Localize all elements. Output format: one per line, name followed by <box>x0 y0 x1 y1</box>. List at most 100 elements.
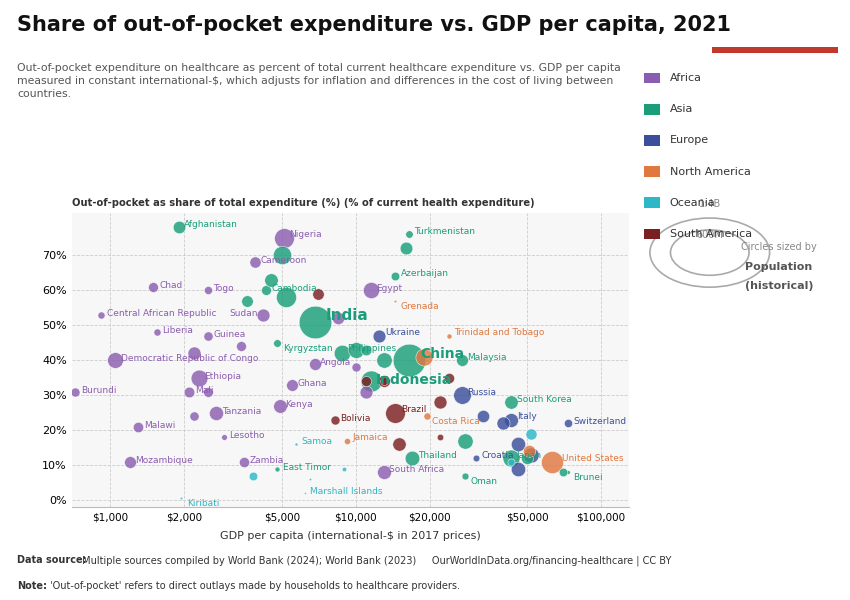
Text: in Data: in Data <box>754 31 796 40</box>
Point <box>372 331 386 340</box>
Text: Burundi: Burundi <box>81 386 116 395</box>
Text: Tanzania: Tanzania <box>222 407 261 416</box>
Text: United States: United States <box>562 454 623 463</box>
Point <box>377 355 390 365</box>
Point <box>377 376 390 386</box>
Text: Samoa: Samoa <box>301 437 332 446</box>
Text: Nigeria: Nigeria <box>290 230 322 239</box>
Point <box>348 344 362 354</box>
Point <box>402 229 416 239</box>
Text: Angola: Angola <box>320 358 351 367</box>
Text: China: China <box>420 347 464 361</box>
Point <box>512 464 525 473</box>
Point <box>442 373 456 382</box>
Text: Russia: Russia <box>467 388 496 397</box>
Point <box>504 453 518 463</box>
Point <box>264 275 277 284</box>
Point <box>520 453 534 463</box>
Text: India: India <box>326 308 368 323</box>
Text: Mali: Mali <box>195 386 213 395</box>
Text: Kiribati: Kiribati <box>187 499 219 508</box>
Point <box>147 281 161 291</box>
Text: Afghanistan: Afghanistan <box>184 220 238 229</box>
Point <box>237 457 251 466</box>
Text: Croatia: Croatia <box>482 451 514 460</box>
Point <box>348 362 362 372</box>
Point <box>402 355 416 365</box>
Text: Malaysia: Malaysia <box>467 353 507 362</box>
Point <box>459 436 473 445</box>
Text: Indonesia: Indonesia <box>376 373 452 386</box>
Text: Data source:: Data source: <box>17 555 87 565</box>
Text: Note:: Note: <box>17 581 47 591</box>
Point <box>417 352 431 361</box>
Point <box>248 257 262 267</box>
Point <box>183 386 196 396</box>
Point <box>150 327 164 337</box>
Text: Costa Rica: Costa Rica <box>433 417 480 426</box>
Point <box>270 338 284 347</box>
Point <box>240 296 253 305</box>
Text: Bolivia: Bolivia <box>340 413 371 422</box>
Text: South Africa: South Africa <box>389 465 445 474</box>
Point <box>388 408 402 418</box>
Point <box>433 397 446 407</box>
Point <box>172 222 185 232</box>
Point <box>388 296 402 305</box>
Text: Thailand: Thailand <box>417 451 456 460</box>
Point <box>442 331 456 340</box>
Point <box>524 450 538 460</box>
Point <box>359 376 372 386</box>
Point <box>273 401 286 410</box>
Text: Ghana: Ghana <box>298 379 327 388</box>
Point <box>192 373 206 382</box>
Point <box>217 432 230 442</box>
Text: Oman: Oman <box>471 476 498 485</box>
Text: Japan: Japan <box>517 451 541 460</box>
Text: Philippines: Philippines <box>348 344 397 353</box>
Text: Brunei: Brunei <box>573 473 603 482</box>
Text: Chad: Chad <box>159 281 182 290</box>
Point <box>332 313 345 323</box>
Point <box>504 457 518 466</box>
Text: Switzerland: Switzerland <box>573 417 626 426</box>
Point <box>311 289 325 298</box>
Text: 1:4B: 1:4B <box>699 199 721 209</box>
Point <box>420 411 434 421</box>
Text: Guinea: Guinea <box>213 329 246 338</box>
Text: Out-of-pocket as share of total expenditure (%) (% of current health expenditure: Out-of-pocket as share of total expendit… <box>72 198 535 208</box>
Point <box>94 310 108 319</box>
Text: Lesotho: Lesotho <box>230 431 265 440</box>
Point <box>359 344 372 354</box>
Point <box>469 453 483 463</box>
Text: 'Out-of-pocket' refers to direct outlays made by households to healthcare provid: 'Out-of-pocket' refers to direct outlays… <box>47 581 460 591</box>
Text: Zambia: Zambia <box>249 455 284 464</box>
Text: Ukraine: Ukraine <box>385 328 420 337</box>
Point <box>405 453 419 463</box>
Text: Mozambique: Mozambique <box>135 455 193 464</box>
Text: Share of out-of-pocket expenditure vs. GDP per capita, 2021: Share of out-of-pocket expenditure vs. G… <box>17 15 731 35</box>
Point <box>455 355 468 365</box>
Point <box>392 439 405 449</box>
Point <box>433 432 446 442</box>
Text: Malawi: Malawi <box>144 421 175 430</box>
Point <box>201 331 215 340</box>
Point <box>201 285 215 295</box>
Text: Our World: Our World <box>745 15 805 25</box>
Point <box>275 250 289 260</box>
Point <box>512 439 525 449</box>
Point <box>259 285 273 295</box>
Point <box>524 428 538 438</box>
Text: Population: Population <box>745 262 813 272</box>
Point <box>476 411 490 421</box>
Text: Out-of-pocket expenditure on healthcare as percent of total current healthcare e: Out-of-pocket expenditure on healthcare … <box>17 63 620 100</box>
Text: Ethiopia: Ethiopia <box>205 371 241 380</box>
Point <box>285 380 298 389</box>
Point <box>123 457 137 466</box>
Point <box>132 422 145 431</box>
Text: Marshall Islands: Marshall Islands <box>310 487 382 496</box>
Point <box>388 271 402 281</box>
Point <box>335 348 348 358</box>
Point <box>270 464 284 473</box>
Point <box>303 474 316 484</box>
